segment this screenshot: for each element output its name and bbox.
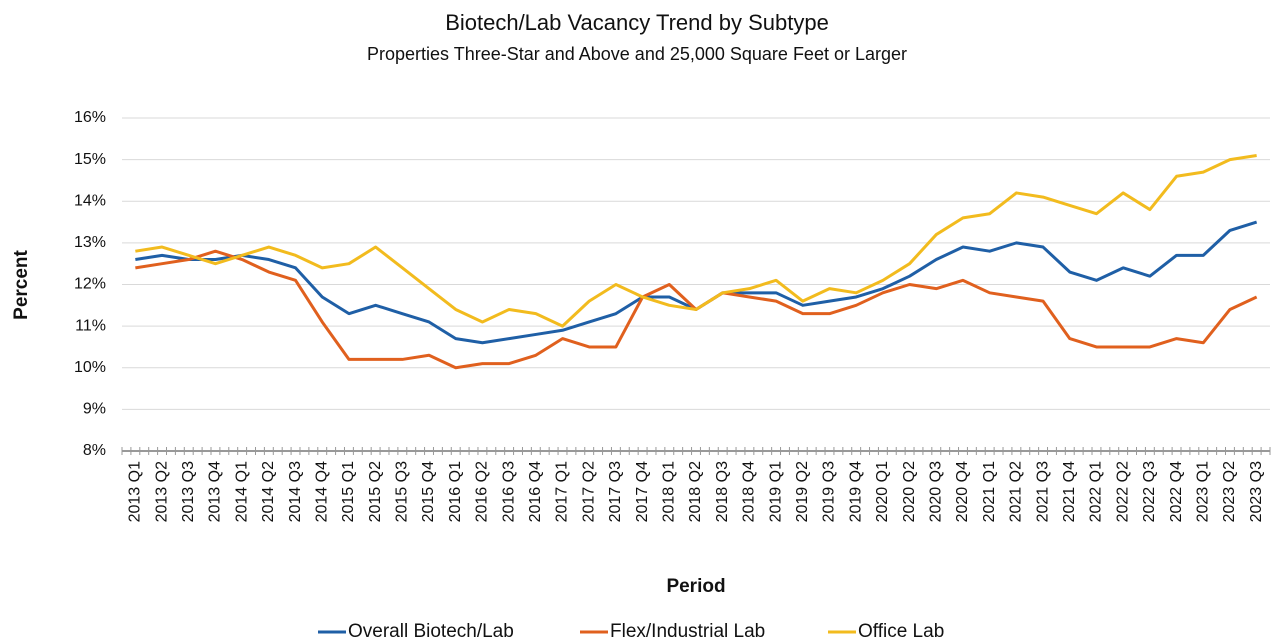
x-tick-label: 2015 Q4 [420,461,437,522]
x-tick-label: 2021 Q2 [1008,461,1025,522]
x-tick-label: 2020 Q1 [874,461,891,522]
x-tick-label: 2017 Q3 [607,461,624,522]
legend-label: Flex/Industrial Lab [610,621,765,642]
x-tick-label: 2020 Q2 [901,461,918,522]
chart-subtitle: Properties Three-Star and Above and 25,0… [367,44,907,64]
x-tick-label: 2013 Q3 [180,461,197,522]
x-tick-label: 2021 Q4 [1061,461,1078,522]
y-tick-label: 14% [74,192,106,209]
x-tick-label: 2018 Q1 [661,461,678,522]
x-tick-label: 2023 Q1 [1194,461,1211,522]
x-tick-label: 2014 Q1 [233,461,250,522]
legend-label: Office Lab [858,621,944,642]
x-tick-label: 2022 Q4 [1168,461,1185,522]
y-tick-label: 13% [74,234,106,251]
y-tick-label: 11% [75,317,106,334]
x-tick-label: 2017 Q1 [554,461,571,522]
y-tick-label: 16% [74,109,106,126]
x-tick-label: 2018 Q4 [741,461,758,522]
x-tick-label: 2021 Q3 [1034,461,1051,522]
y-axis-title: Percent [11,249,32,319]
series-line [135,153,1257,328]
x-tick-label: 2022 Q3 [1141,461,1158,522]
x-tick-label: 2018 Q3 [714,461,731,522]
x-tick-label: 2022 Q2 [1114,461,1131,522]
x-tick-label: 2014 Q3 [287,461,304,522]
x-tick-label: 2014 Q4 [313,461,330,522]
x-tick-label: 2016 Q3 [500,461,517,522]
x-tick-label: 2019 Q4 [847,461,864,522]
x-tick-label: 2018 Q2 [687,461,704,522]
legend-label: Overall Biotech/Lab [348,621,514,642]
y-tick-label: 12% [74,276,106,293]
x-tick-label: 2014 Q2 [260,461,277,522]
x-tick-label: 2015 Q3 [394,461,411,522]
x-tick-label: 2021 Q1 [981,461,998,522]
x-tick-label: 2016 Q1 [447,461,464,522]
x-tick-label: 2013 Q4 [207,461,224,522]
x-tick-label: 2017 Q4 [634,461,651,522]
x-tick-label: 2016 Q2 [474,461,491,522]
x-tick-label: 2017 Q2 [580,461,597,522]
x-tick-label: 2022 Q1 [1088,461,1105,522]
y-tick-label: 10% [74,359,106,376]
x-tick-label: 2016 Q4 [527,461,544,522]
x-tick-label: 2015 Q1 [340,461,357,522]
y-tick-label: 15% [74,151,106,168]
series-line [135,220,1258,345]
x-tick-label: 2013 Q1 [127,461,144,522]
x-tick-label: 2019 Q3 [821,461,838,522]
x-axis-title: Period [666,576,725,597]
x-tick-label: 2023 Q3 [1248,461,1265,522]
chart-title: Biotech/Lab Vacancy Trend by Subtype [445,10,829,35]
x-tick-label: 2019 Q2 [794,461,811,522]
x-tick-label: 2020 Q3 [927,461,944,522]
x-tick-label: 2015 Q2 [367,461,384,522]
x-tick-label: 2023 Q2 [1221,461,1238,522]
y-tick-label: 9% [83,401,106,418]
x-tick-label: 2013 Q2 [153,461,170,522]
x-tick-label: 2019 Q1 [767,461,784,522]
y-tick-label: 8% [83,442,106,459]
x-tick-label: 2020 Q4 [954,461,971,522]
